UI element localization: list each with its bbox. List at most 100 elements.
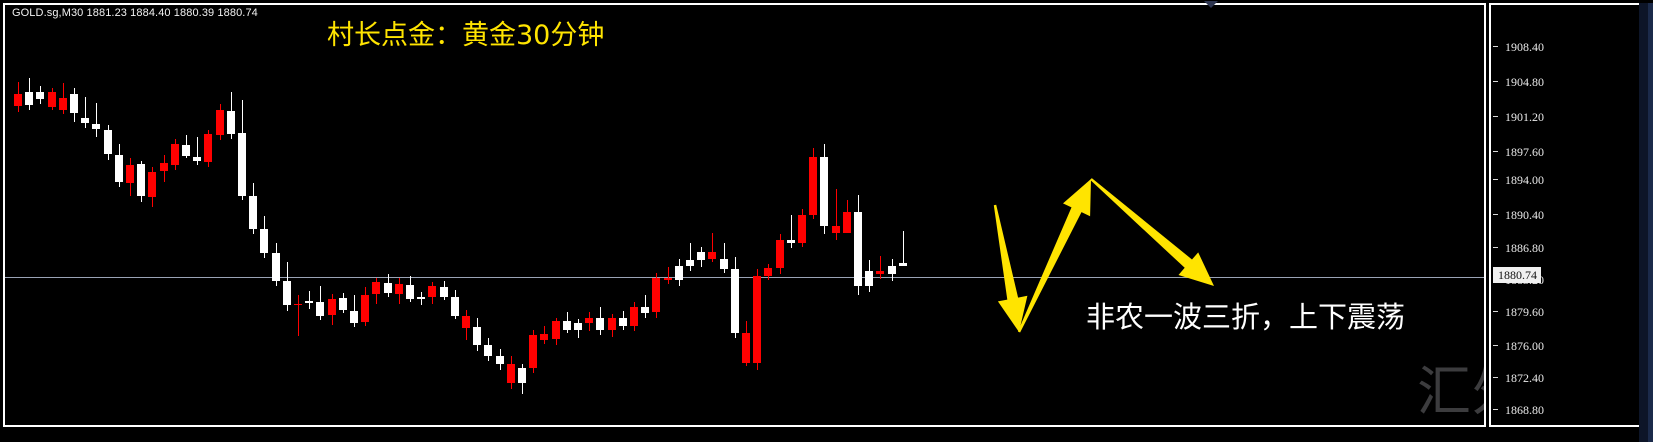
- candle-body: [809, 157, 817, 215]
- right-side-strip-edge: [1648, 0, 1653, 442]
- candle-body: [596, 318, 604, 330]
- candle-body: [742, 333, 750, 363]
- candle-body: [865, 271, 873, 286]
- candle-body: [888, 266, 896, 274]
- candle-body: [776, 240, 784, 268]
- candle-wick: [836, 189, 837, 240]
- candle-body: [440, 287, 448, 297]
- axis-label: 1904.80: [1505, 75, 1544, 89]
- axis-tick: [1493, 345, 1498, 346]
- candle-wick: [847, 200, 848, 222]
- price-scale-axis[interactable]: 1908.40 1904.80 1901.20 1897.60 1894.00 1890.…: [1489, 3, 1641, 427]
- candle-body: [540, 334, 548, 340]
- candle-body: [339, 298, 347, 310]
- chart-plot-area[interactable]: GOLD.sg,M30 1881.23 1884.40 1880.39 1880…: [5, 5, 1484, 425]
- axis-tick: [1493, 116, 1498, 117]
- axis-label: 1868.80: [1505, 403, 1544, 417]
- candle-body: [664, 278, 672, 280]
- candle-body: [619, 318, 627, 326]
- candle-body: [59, 98, 67, 110]
- candle-body: [260, 229, 268, 253]
- candle-body: [227, 111, 235, 134]
- candle-body: [552, 321, 560, 339]
- candle-body: [193, 157, 201, 161]
- axis-label: 1872.40: [1505, 371, 1544, 385]
- candle-body: [462, 316, 470, 328]
- candle-body: [14, 94, 22, 106]
- axis-label: 1886.80: [1505, 241, 1544, 255]
- chart-title-annotation: 村长点金：黄金30分钟: [327, 20, 605, 51]
- axis-label: 1890.40: [1505, 208, 1544, 222]
- candle-body: [731, 269, 739, 333]
- current-price-badge: 1880.74: [1493, 267, 1541, 283]
- candle-body: [395, 284, 403, 294]
- candle-wick: [724, 243, 725, 273]
- candle-body: [720, 259, 728, 269]
- candle-body: [484, 345, 492, 356]
- candle-body: [272, 253, 280, 281]
- candle-body: [899, 263, 907, 266]
- axis-label: 1876.00: [1505, 339, 1544, 353]
- axis-tick: [1493, 409, 1498, 410]
- chart-frame: GOLD.sg,M30 1881.23 1884.40 1880.39 1880…: [3, 3, 1486, 427]
- axis-tick: [1493, 151, 1498, 152]
- candle-body: [216, 110, 224, 135]
- candle-body: [798, 215, 806, 243]
- axis-label: 1879.60: [1505, 305, 1544, 319]
- quote-header: GOLD.sg,M30 1881.23 1884.40 1880.39 1880…: [12, 7, 258, 19]
- axis-label: 1894.00: [1505, 173, 1544, 187]
- chart-note-annotation: 非农一波三折，上下震荡: [1086, 300, 1406, 334]
- candle-body: [160, 163, 168, 171]
- candle-body: [697, 252, 705, 260]
- candle-wick: [645, 295, 646, 318]
- candle-body: [451, 297, 459, 316]
- candle-body: [529, 335, 537, 368]
- candle-body: [473, 327, 481, 345]
- candle-body: [316, 302, 324, 316]
- candle-body: [372, 282, 380, 294]
- candle-wick: [791, 215, 792, 248]
- axis-tick: [1493, 81, 1498, 82]
- candle-wick: [903, 231, 904, 266]
- candle-body: [764, 268, 772, 276]
- candle-body: [787, 240, 795, 243]
- candle-body: [854, 212, 862, 286]
- candle-body: [428, 286, 436, 297]
- candle-body: [204, 134, 212, 162]
- candle-body: [406, 285, 414, 299]
- candle-body: [574, 323, 582, 330]
- candle-wick: [690, 243, 691, 271]
- candle-body: [608, 318, 616, 330]
- candle-body: [36, 92, 44, 99]
- axis-tick: [1493, 214, 1498, 215]
- candle-body: [137, 164, 145, 196]
- candle-body: [563, 321, 571, 330]
- site-watermark: 汇外网: [1417, 360, 1484, 423]
- candle-body: [305, 301, 313, 303]
- candle-body: [652, 278, 660, 312]
- candle-body: [843, 212, 851, 233]
- candle-body: [294, 304, 302, 305]
- candle-body: [115, 155, 123, 182]
- candle-body: [876, 271, 884, 274]
- candle-body: [126, 165, 134, 183]
- candle-body: [820, 157, 828, 226]
- candle-body: [361, 295, 369, 322]
- candle-body: [585, 318, 593, 323]
- candle-wick: [880, 256, 881, 279]
- candle-wick: [85, 97, 86, 128]
- candle-body: [25, 92, 33, 105]
- candle-wick: [668, 267, 669, 284]
- axis-tick: [1493, 377, 1498, 378]
- candle-body: [171, 144, 179, 165]
- candle-wick: [298, 295, 299, 336]
- chevron-down-icon[interactable]: [1204, 1, 1218, 8]
- candle-body: [249, 196, 257, 229]
- candle-wick: [197, 137, 198, 165]
- axis-label: 1901.20: [1505, 110, 1544, 124]
- axis-divider: [1489, 5, 1491, 425]
- candle-body: [753, 276, 761, 363]
- right-side-strip: [1639, 0, 1653, 442]
- candle-wick: [712, 233, 713, 262]
- window-top-bar: [0, 0, 1653, 3]
